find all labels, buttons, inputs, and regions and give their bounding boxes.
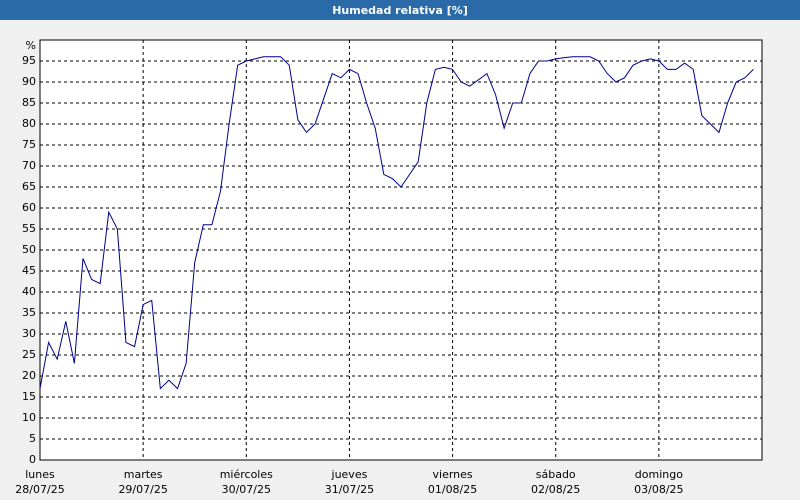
x-tick-label: martes xyxy=(124,468,163,481)
x-tick-label: 29/07/25 xyxy=(118,483,167,496)
y-tick-label: 45 xyxy=(22,264,36,277)
y-tick-label: 85 xyxy=(22,96,36,109)
y-tick-label: 55 xyxy=(22,222,36,235)
humidity-line xyxy=(39,56,754,390)
x-tick-label: lunes xyxy=(25,468,55,481)
y-tick-label: 40 xyxy=(22,285,36,298)
x-tick-label: 02/08/25 xyxy=(531,483,580,496)
x-tick-label: 28/07/25 xyxy=(15,483,64,496)
y-tick-label: 50 xyxy=(22,243,36,256)
title-bar xyxy=(0,0,800,20)
x-tick-label: viernes xyxy=(433,468,473,481)
y-tick-label: 15 xyxy=(22,390,36,403)
y-axis-unit: % xyxy=(26,39,36,52)
x-tick-label: sábado xyxy=(536,468,576,481)
x-tick-label: 01/08/25 xyxy=(428,483,477,496)
y-tick-label: 25 xyxy=(22,348,36,361)
x-tick-label: 31/07/25 xyxy=(325,483,374,496)
y-tick-label: 20 xyxy=(22,369,36,382)
y-tick-label: 90 xyxy=(22,75,36,88)
y-tick-label: 30 xyxy=(22,327,36,340)
x-tick-label: miércoles xyxy=(220,468,273,481)
y-tick-label: 5 xyxy=(29,432,36,445)
x-tick-label: domingo xyxy=(635,468,683,481)
y-tick-label: 95 xyxy=(22,54,36,67)
y-tick-label: 80 xyxy=(22,117,36,130)
y-tick-label: 35 xyxy=(22,306,36,319)
y-tick-label: 10 xyxy=(22,411,36,424)
x-tick-label: 03/08/25 xyxy=(634,483,683,496)
y-tick-label: 65 xyxy=(22,180,36,193)
x-tick-label: 30/07/25 xyxy=(222,483,271,496)
y-tick-label: 0 xyxy=(29,453,36,466)
y-tick-label: 70 xyxy=(22,159,36,172)
y-tick-label: 75 xyxy=(22,138,36,151)
y-tick-label: 60 xyxy=(22,201,36,214)
x-tick-label: jueves xyxy=(331,468,368,481)
chart-title: Humedad relativa [%] xyxy=(332,4,468,17)
